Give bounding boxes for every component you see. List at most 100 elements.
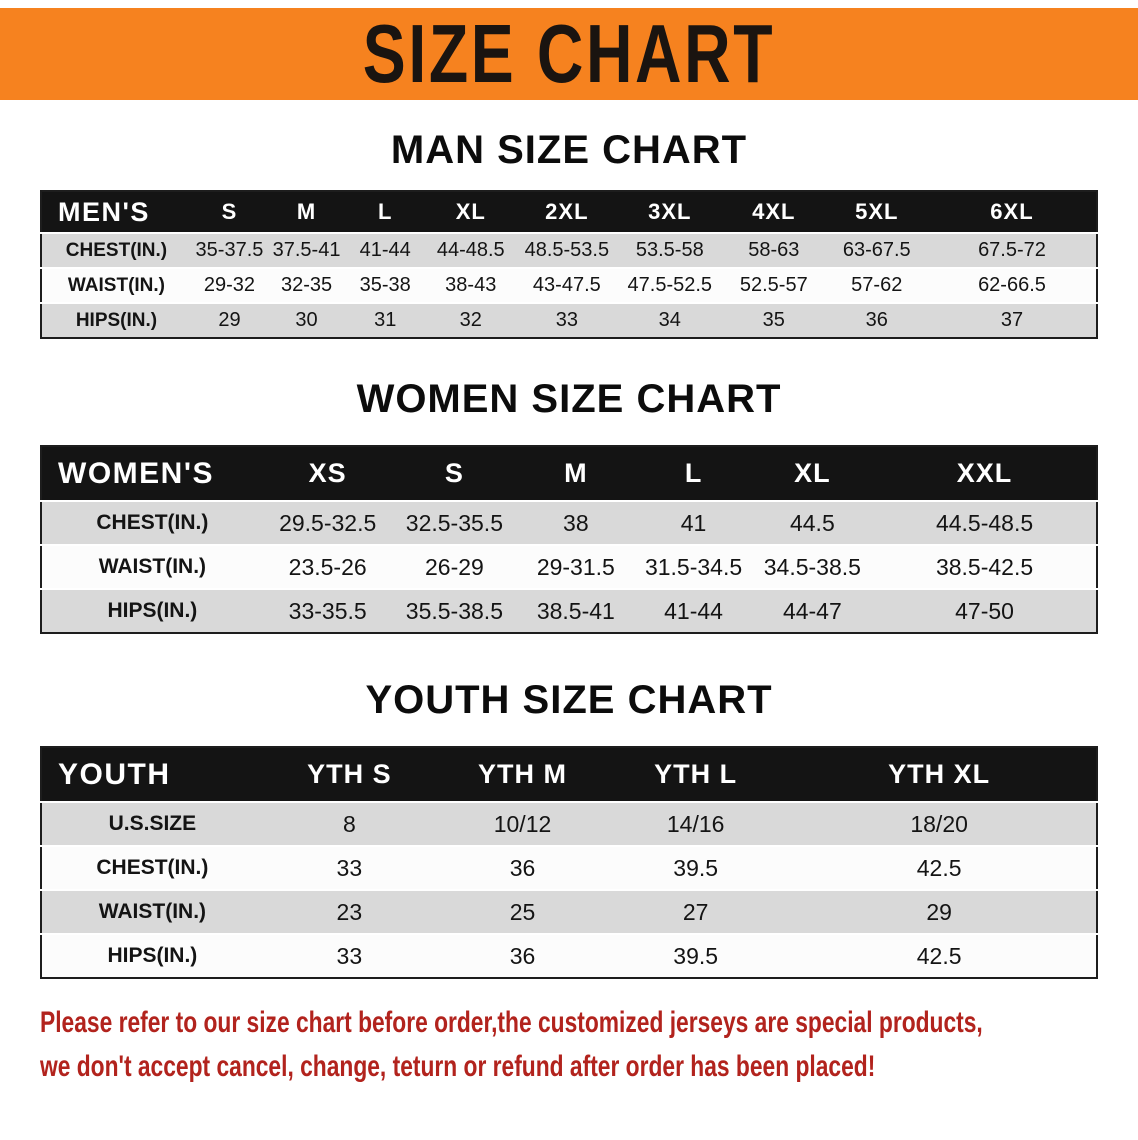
measurement-label-cell: HIPS(IN.) [75,309,158,331]
size-label-cell: 5XL [825,191,928,233]
measurement-value-cell: 31.5-34.5 [644,553,743,580]
measurement-row: WAIST(IN.) 29-32 32-35 35-38 38-43 43-47.5 47.… [41,268,1097,303]
measurement-value-cell: 62-66.5 [978,274,1046,296]
size-label-cell: YTH L [609,747,783,802]
measurement-label-cell: WAIST(IN.) [98,900,207,923]
measurement-value-cell: 30 [295,309,318,331]
measurement-row: CHEST(IN.) 35-37.5 37.5-41 41-44 44-48.5 48.5… [41,233,1097,268]
measurement-value-cell: 37 [1000,309,1024,331]
measurement-label-cell: WAIST(IN.) [98,555,207,578]
measurement-value-cell: 34 [658,309,681,331]
measurement-value-cell: 29.5-32.5 [279,509,377,536]
measurement-value-cell: 29 [218,309,241,331]
size-label-cell: 3XL [617,191,723,233]
table-title-cell: YOUTH [41,747,263,802]
measurement-value-cell: 31 [374,309,397,331]
measurement-value-cell: 44.5-48.5 [935,509,1034,536]
measurement-value-cell: 18/20 [910,810,968,837]
measurement-value-cell: 23.5-26 [288,553,367,580]
measurement-value-cell: 14/16 [666,810,725,837]
table-title-cell: MEN'S [41,191,191,233]
banner: SIZE CHART [0,8,1138,100]
measurement-value-cell: 33-35.5 [288,597,367,624]
measurement-value-cell: 26-29 [424,553,484,580]
men-size-table: MEN'S S M L XL 2XL 3XL 4XL 5XL 6XL CHEST(IN.) 35-37… [40,190,1098,339]
size-label-cell: YTH S [262,747,436,802]
measurement-value-cell: 33 [336,854,363,881]
measurement-value-cell: 36 [509,854,536,881]
measurement-value-cell: 32 [459,309,482,331]
measurement-value-cell: 52.5-57 [739,274,808,296]
measurement-value-cell: 57-62 [851,274,903,296]
measurement-label-cell: CHEST(IN.) [65,239,168,261]
measurement-label-cell: CHEST(IN.) [96,511,209,534]
measurement-value-cell: 35.5-38.5 [405,597,503,624]
measurement-value-cell: 23 [336,898,363,925]
size-label-cell: L [635,446,752,501]
measurement-value-cell: 34.5-38.5 [763,553,861,580]
measurement-value-cell: 35-37.5 [195,239,264,261]
measurement-value-cell: 37.5-41 [272,239,341,261]
section-men: MAN SIZE CHART MEN'S S M L XL 2XL 3XL 4XL 5XL 6XL… [0,128,1138,339]
size-header-row: YOUTH YTH S YTH M YTH L YTH XL [41,747,1097,802]
measurement-value-cell: 38 [563,509,589,536]
measurement-label-cell: CHEST(IN.) [96,856,209,879]
women-section-heading: WOMEN SIZE CHART [356,377,782,421]
measurement-value-cell: 47-50 [955,597,1014,624]
measurement-value-cell: 8 [342,810,356,837]
women-size-table: WOMEN'S XS S M L XL XXL CHEST(IN.) 29.5-32.5 32.5… [40,445,1098,634]
size-label-cell: M [268,191,346,233]
measurement-value-cell: 41 [680,509,707,536]
measurement-value-cell: 67.5-72 [978,239,1046,261]
measurement-value-cell: 38-43 [445,274,497,296]
size-label-cell: 6XL [927,191,1097,233]
measurement-value-cell: 29 [926,898,952,925]
size-label-cell: XL [751,446,874,501]
measurement-value-cell: 33 [336,942,363,969]
measurement-value-cell: 32.5-35.5 [405,509,503,536]
measurement-label-cell: WAIST(IN.) [67,274,166,296]
measurement-row: HIPS(IN.) 29 30 31 32 33 34 35 36 37 [41,303,1097,338]
size-header-row: MEN'S S M L XL 2XL 3XL 4XL 5XL 6XL [41,191,1097,233]
measurement-value-cell: 39.5 [673,942,719,969]
measurement-row: WAIST(IN.) 23.5-26 26-29 29-31.5 31.5-34.5 34… [41,545,1097,589]
measurement-row: HIPS(IN.) 33 36 39.5 42.5 [41,934,1097,978]
men-section-heading: MAN SIZE CHART [390,128,748,172]
measurement-value-cell: 38.5-42.5 [935,553,1034,580]
disclaimer-line-1: Please refer to our size chart before or… [40,1006,983,1039]
measurement-value-cell: 25 [509,898,536,925]
size-label-cell: S [190,191,269,233]
measurement-value-cell: 36 [865,309,888,331]
youth-size-table: YOUTH YTH S YTH M YTH L YTH XL U.S.SIZE 8 10/12… [40,746,1098,979]
size-chart-page: SIZE CHART MAN SIZE CHART MEN'S S M L XL 2XL 3… [0,8,1138,1088]
measurement-value-cell: 44.5 [789,509,835,536]
measurement-value-cell: 41-44 [664,597,723,624]
measurement-row: CHEST(IN.) 29.5-32.5 32.5-35.5 38 41 44.5 44.5… [41,501,1097,545]
size-label-cell: M [516,446,636,501]
measurement-value-cell: 35 [762,309,785,331]
size-label-cell: 2XL [516,191,618,233]
measurement-value-cell: 42.5 [916,942,962,969]
measurement-value-cell: 39.5 [673,854,719,881]
size-label-cell: L [345,191,426,233]
section-women: WOMEN SIZE CHART WOMEN'S XS S M L XL XXL CHEST(… [0,377,1138,634]
measurement-label-cell: HIPS(IN.) [107,944,198,967]
size-label-cell: XS [262,446,393,501]
measurement-row: WAIST(IN.) 23 25 27 29 [41,890,1097,934]
measurement-value-cell: 53.5-58 [635,239,704,261]
measurement-value-cell: 36 [509,942,536,969]
measurement-value-cell: 35-38 [359,274,411,296]
size-label-cell: 4XL [722,191,826,233]
disclaimer: Please refer to our size chart before or… [40,1001,1138,1088]
measurement-value-cell: 29-31.5 [536,553,615,580]
measurement-row: CHEST(IN.) 33 36 39.5 42.5 [41,846,1097,890]
measurement-label-cell: U.S.SIZE [108,812,197,835]
measurement-value-cell: 29-32 [203,274,256,296]
table-title-cell: WOMEN'S [41,446,263,501]
measurement-value-cell: 41-44 [359,239,411,261]
measurement-value-cell: 63-67.5 [842,239,911,261]
measurement-value-cell: 44-48.5 [436,239,505,261]
size-label-cell: XXL [873,446,1097,501]
measurement-value-cell: 32-35 [280,274,333,296]
measurement-value-cell: 42.5 [916,854,962,881]
